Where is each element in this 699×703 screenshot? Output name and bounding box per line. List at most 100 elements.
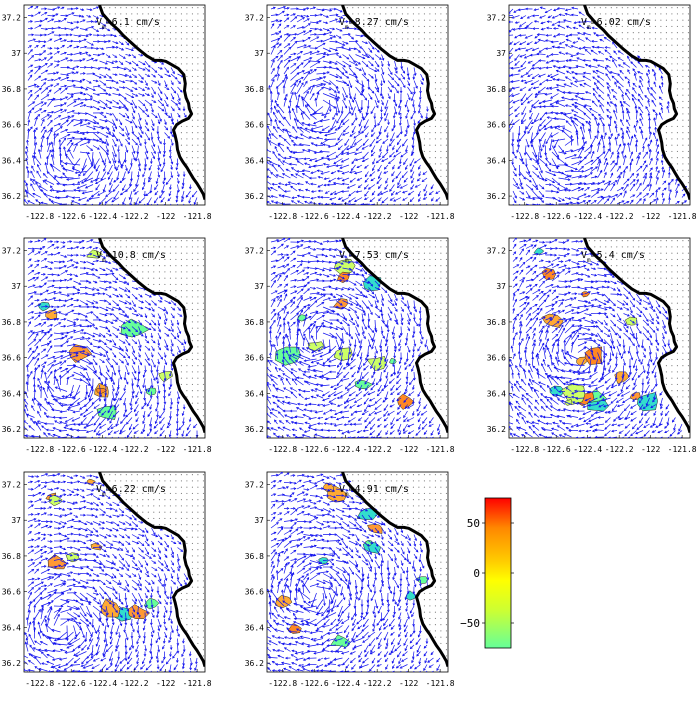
y-tick-label: 36.6 [487, 121, 506, 130]
y-tick-label: 36.4 [2, 389, 21, 398]
x-tick-label: -121.8 [183, 212, 212, 221]
y-tick-label: 36.2 [2, 659, 21, 668]
y-tick-label: 36.4 [487, 156, 506, 165]
speed-label: Vm=6.02 cm/s [581, 17, 651, 31]
land-grid-dots [103, 240, 204, 423]
speed-value: =5.4 cm/s [591, 250, 645, 261]
y-tick-label: 36.2 [2, 425, 21, 434]
x-tick-label: -122 [399, 212, 418, 221]
x-tick-label: -121.8 [426, 212, 455, 221]
speed-subscript: m [587, 257, 591, 264]
x-tick-label: -122.2 [363, 212, 392, 221]
speed-label: Vm=8.27 cm/s [339, 17, 409, 31]
land-grid-dots [346, 7, 447, 190]
x-tick-label: -122 [399, 445, 418, 454]
land-grid-dots [346, 240, 447, 423]
x-tick-label: -122.4 [88, 445, 117, 454]
speed-subscript: m [345, 257, 349, 264]
y-tick-label: 37 [11, 282, 21, 291]
x-tick-label: -122.2 [605, 445, 634, 454]
land-grid-dots [103, 474, 204, 657]
speed-value: =7.53 cm/s [349, 250, 409, 261]
y-tick-label: 37 [254, 516, 264, 525]
x-tick-label: -122.8 [25, 212, 54, 221]
y-tick-label: 36.6 [245, 121, 264, 130]
panel-frame [266, 471, 449, 673]
x-tick-label: -122 [156, 679, 175, 688]
y-tick-label: 36.2 [2, 192, 21, 201]
x-tick-label: -122 [156, 445, 175, 454]
anomaly-patch [541, 313, 564, 329]
x-tick-label: -122.4 [88, 212, 117, 221]
current-vectors [509, 6, 687, 205]
y-tick-label: 36.2 [245, 425, 264, 434]
y-tick-label: 36.2 [487, 192, 506, 201]
y-tick-label: 36.8 [245, 552, 264, 561]
x-tick-label: -122 [641, 212, 660, 221]
speed-value: =6.1 cm/s [106, 17, 160, 28]
y-tick-label: 36.2 [245, 192, 264, 201]
speed-subscript: m [345, 491, 349, 498]
anomaly-patch [120, 318, 150, 338]
panel-frame [23, 4, 206, 206]
x-tick-label: -122 [641, 445, 660, 454]
x-tick-label: -122.8 [510, 212, 539, 221]
anomaly-patch [561, 383, 586, 406]
y-tick-label: 36.4 [2, 156, 21, 165]
y-tick-label: 36.6 [2, 354, 21, 363]
y-tick-label: 36.8 [245, 318, 264, 327]
speed-symbol: V [581, 250, 587, 261]
speed-symbol: V [96, 17, 102, 28]
panel-p2: Vm=8.27 cm/s 37.2 37 36.8 36.6 36.4 36.2 -122.8… [245, 4, 455, 221]
x-tick-label: -122.6 [300, 445, 329, 454]
anomaly-patch [158, 370, 173, 383]
x-tick-label: -121.8 [183, 445, 212, 454]
panel-p8: Vm=4.91 cm/s 37.2 37 36.8 36.6 36.4 36.2 -122.8… [245, 471, 455, 688]
y-tick-label: 37.2 [245, 481, 264, 490]
panel-p3: Vm=6.02 cm/s 37.2 37 36.8 36.6 36.4 36.2 -122.8… [487, 4, 697, 221]
y-tick-label: 37 [11, 49, 21, 58]
speed-symbol: V [339, 250, 345, 261]
speed-symbol: V [581, 17, 587, 28]
y-tick-label: 36.2 [487, 425, 506, 434]
panel-p1: Vm=6.1 cm/s37.23736.836.636.436.2-122.8-… [2, 4, 212, 221]
y-tick-label: 36.8 [2, 318, 21, 327]
land-grid-dots [588, 240, 689, 423]
speed-value: =4.91 cm/s [349, 484, 409, 495]
land-grid-dots [103, 7, 204, 190]
anomaly-patch [100, 598, 121, 618]
current-vectors [267, 238, 441, 438]
current-vectors [509, 238, 683, 438]
x-tick-label: -122.4 [331, 212, 360, 221]
anomaly-patch [549, 385, 565, 397]
anomaly-patch [584, 346, 603, 365]
y-tick-label: 36.8 [2, 85, 21, 94]
x-tick-label: -122.2 [120, 212, 149, 221]
x-tick-label: -121.8 [183, 679, 212, 688]
current-vectors [24, 5, 198, 205]
x-tick-label: -121.8 [668, 445, 697, 454]
coastline [583, 238, 690, 434]
x-tick-label: -121.8 [668, 212, 697, 221]
y-tick-label: 36.4 [245, 156, 264, 165]
speed-value: =10.8 cm/s [106, 250, 166, 261]
x-tick-label: -122.2 [605, 212, 634, 221]
colorbar-tick-label: 50 [467, 517, 480, 530]
speed-subscript: m [345, 24, 349, 31]
coastline [341, 238, 448, 434]
y-tick-label: 36.8 [245, 85, 264, 94]
speed-label: Vm=7.53 cm/s [339, 250, 409, 264]
coastline [341, 5, 448, 201]
panel-p5: Vm=7.53 cm/s 37.2 37 36.8 36.6 36.4 36.2 -122.8… [245, 237, 455, 454]
x-tick-label: -122.6 [300, 212, 329, 221]
x-tick-label: -122.2 [120, 445, 149, 454]
colorbar: 50 0 −50 [460, 497, 514, 649]
y-tick-label: 36.8 [487, 318, 506, 327]
x-tick-label: -122.6 [300, 679, 329, 688]
x-tick-label: -122.8 [510, 445, 539, 454]
x-tick-label: -122.4 [331, 445, 360, 454]
y-tick-label: 36.6 [245, 588, 264, 597]
speed-subscript: m [102, 24, 106, 31]
y-tick-label: 36.6 [245, 354, 264, 363]
